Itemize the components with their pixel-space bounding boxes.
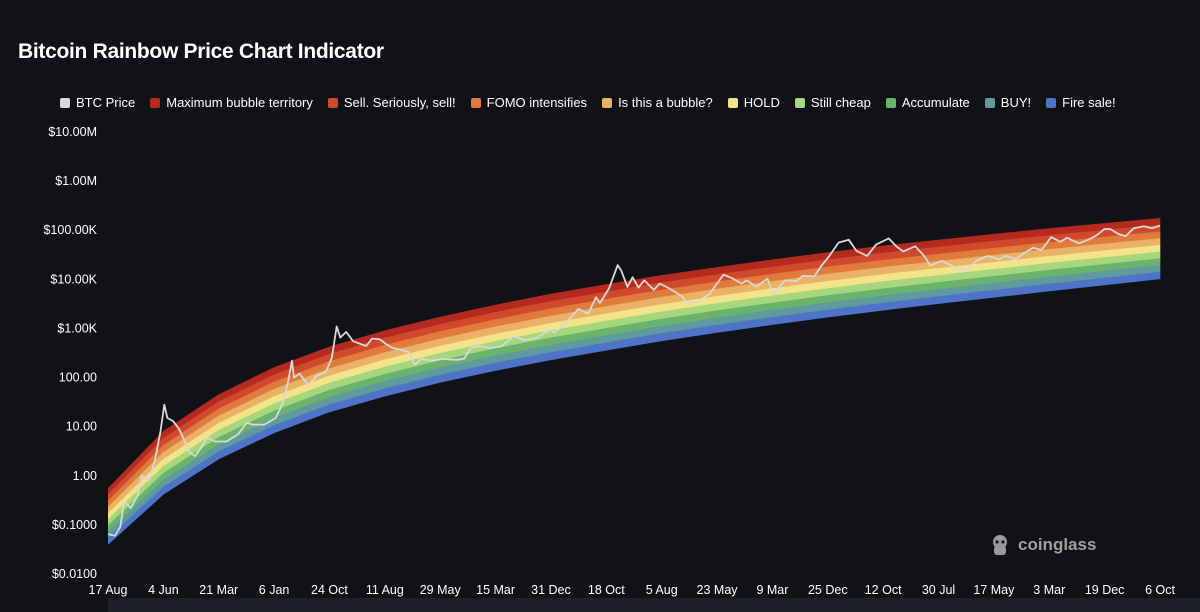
x-tick-label: 4 Jun bbox=[148, 583, 179, 597]
rainbow-band-fire-sale bbox=[108, 271, 1161, 545]
legend-label: HOLD bbox=[743, 95, 780, 110]
legend-item[interactable]: Is this a bubble? bbox=[602, 95, 713, 110]
chart-legend: BTC Price Maximum bubble territory Sell. S… bbox=[60, 95, 1131, 110]
x-tick-label: 11 Aug bbox=[366, 583, 404, 597]
y-tick-label: $1.00M bbox=[55, 174, 97, 188]
x-tick-label: 18 Oct bbox=[588, 583, 625, 597]
x-tick-label: 17 May bbox=[973, 583, 1015, 597]
btc-price-series bbox=[107, 224, 1161, 537]
y-tick-label: $10.00K bbox=[50, 272, 97, 286]
y-tick-label: 1.00 bbox=[73, 469, 97, 483]
x-tick-label: 6 Oct bbox=[1145, 583, 1175, 597]
legend-label: Still cheap bbox=[810, 95, 871, 110]
legend-item[interactable]: Still cheap bbox=[794, 95, 871, 110]
y-tick-label: 100.00 bbox=[59, 371, 97, 385]
legend-label: Accumulate bbox=[901, 95, 970, 110]
x-tick-label: 19 Dec bbox=[1085, 583, 1125, 597]
legend-item[interactable]: Sell. Seriously, sell! bbox=[327, 95, 456, 110]
y-tick-label: 10.00 bbox=[66, 420, 97, 434]
x-tick-label: 12 Oct bbox=[865, 583, 902, 597]
legend-swatch bbox=[1046, 97, 1057, 108]
x-tick-label: 17 Aug bbox=[89, 583, 128, 597]
x-tick-label: 24 Oct bbox=[311, 583, 348, 597]
y-axis: $10.00M $1.00M $100.00K $10.00K $1.00K 100.00… bbox=[43, 125, 97, 581]
legend-swatch bbox=[150, 97, 161, 108]
legend-swatch bbox=[794, 97, 805, 108]
legend-swatch bbox=[470, 97, 481, 108]
x-tick-label: 5 Aug bbox=[646, 583, 678, 597]
x-tick-label: 21 Mar bbox=[199, 583, 238, 597]
x-tick-label: 6 Jan bbox=[259, 583, 290, 597]
y-tick-label: $100.00K bbox=[43, 223, 97, 237]
legend-item[interactable]: FOMO intensifies bbox=[470, 95, 588, 110]
coinglass-watermark: coinglass bbox=[988, 533, 1096, 557]
x-tick-label: 31 Dec bbox=[531, 583, 571, 597]
range-scrollbar[interactable] bbox=[108, 598, 1200, 612]
x-tick-label: 29 May bbox=[420, 583, 462, 597]
legend-label: Sell. Seriously, sell! bbox=[343, 95, 456, 110]
page-title: Bitcoin Rainbow Price Chart Indicator bbox=[18, 40, 384, 63]
x-tick-label: 30 Jul bbox=[922, 583, 955, 597]
y-tick-label: $0.1000 bbox=[52, 518, 97, 532]
legend-swatch bbox=[984, 97, 995, 108]
x-axis: 17 Aug 4 Jun 21 Mar 6 Jan 24 Oct 11 Aug 29 May… bbox=[89, 583, 1176, 597]
legend-swatch bbox=[60, 97, 70, 108]
legend-swatch bbox=[885, 97, 896, 108]
legend-swatch bbox=[727, 97, 738, 108]
legend-label: Is this a bubble? bbox=[618, 95, 713, 110]
legend-label: Maximum bubble territory bbox=[166, 95, 313, 110]
x-tick-label: 9 Mar bbox=[756, 583, 788, 597]
watermark-text: coinglass bbox=[1018, 535, 1097, 554]
y-tick-label: $1.00K bbox=[57, 321, 97, 335]
legend-item[interactable]: HOLD bbox=[727, 95, 780, 110]
y-tick-label: $0.0100 bbox=[52, 567, 97, 581]
legend-label: BTC Price bbox=[76, 95, 136, 110]
x-tick-label: 3 Mar bbox=[1033, 583, 1065, 597]
y-tick-label: $10.00M bbox=[48, 125, 97, 139]
x-tick-label: 23 May bbox=[697, 583, 739, 597]
x-tick-label: 25 Dec bbox=[808, 583, 848, 597]
legend-label: Fire sale! bbox=[1062, 95, 1116, 110]
x-tick-label: 15 Mar bbox=[476, 583, 515, 597]
rainbow-bands bbox=[108, 217, 1161, 545]
coinglass-logo-icon bbox=[993, 535, 1007, 555]
legend-item[interactable]: BTC Price bbox=[60, 95, 135, 110]
legend-item[interactable]: Accumulate bbox=[885, 95, 970, 110]
legend-item[interactable]: Fire sale! bbox=[1046, 95, 1116, 110]
legend-item[interactable]: BUY! bbox=[984, 95, 1032, 110]
btc-price-line bbox=[107, 224, 1161, 537]
legend-swatch bbox=[327, 97, 338, 108]
legend-label: FOMO intensifies bbox=[486, 95, 588, 110]
legend-swatch bbox=[602, 97, 613, 108]
legend-label: BUY! bbox=[1000, 95, 1032, 110]
legend-item[interactable]: Maximum bubble territory bbox=[150, 95, 313, 110]
